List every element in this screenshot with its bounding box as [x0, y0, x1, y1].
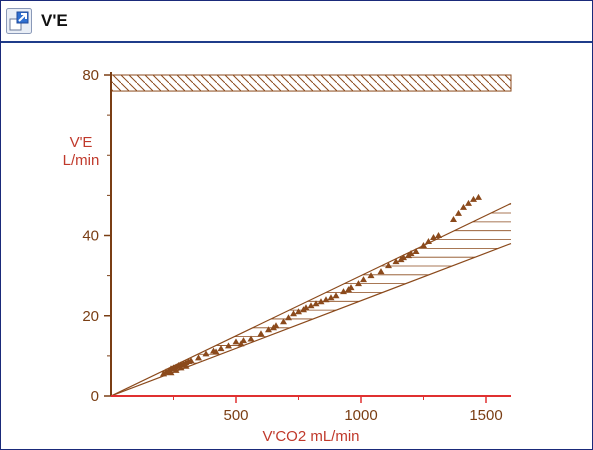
data-point: [302, 304, 310, 311]
data-point: [470, 195, 477, 202]
data-point: [232, 338, 240, 345]
data-point: [435, 232, 442, 238]
y-tick-label: 0: [91, 388, 99, 405]
data-point: [377, 268, 385, 275]
data-point: [187, 357, 195, 364]
data-point: [172, 366, 180, 373]
x-axis-label: V'CO2 mL/min: [262, 428, 359, 445]
data-point: [360, 276, 367, 283]
data-point: [225, 342, 232, 349]
ve-vco2-chart: 0 20 40 80 500 1000 1500 V'EL/min V'CO2 mL/min: [63, 67, 512, 445]
data-point: [312, 300, 320, 307]
expand-icon[interactable]: [6, 8, 32, 34]
data-point: [340, 288, 347, 295]
y-axis-label-line2: L/min: [63, 152, 100, 169]
data-point: [177, 364, 185, 371]
data-point: [285, 314, 292, 321]
data-point: [280, 318, 287, 325]
data-point: [290, 310, 297, 317]
x-tick-label: 500: [223, 407, 248, 424]
data-point: [237, 340, 245, 347]
data-point: [295, 308, 302, 315]
data-point: [355, 280, 362, 287]
data-point: [450, 215, 457, 222]
x-tick-label: 1500: [469, 407, 502, 424]
y-axis-label-line1: V'E: [70, 134, 93, 151]
data-point: [455, 209, 462, 216]
data-point: [412, 248, 420, 255]
window-titlebar: V'E: [1, 1, 592, 43]
data-point: [317, 298, 325, 305]
data-point: [430, 234, 437, 241]
data-point: [195, 354, 202, 361]
data-point: [217, 345, 225, 352]
data-point: [465, 199, 472, 206]
data-point: [212, 348, 220, 355]
data-point: [405, 252, 412, 259]
data-point: [425, 238, 432, 245]
data-point: [270, 324, 277, 331]
data-point: [420, 242, 427, 249]
data-point: [367, 272, 375, 279]
data-point: [332, 292, 340, 299]
data-point: [247, 335, 255, 342]
data-point: [257, 330, 265, 337]
data-point: [202, 350, 210, 357]
upper-limit-band: [110, 74, 512, 92]
data-point: [475, 193, 482, 200]
data-point: [392, 258, 400, 265]
y-tick-label: 40: [82, 228, 99, 245]
data-point: [322, 296, 330, 303]
data-point: [397, 256, 405, 263]
x-tick-label: 1000: [344, 407, 377, 424]
data-point: [307, 302, 315, 309]
data-point: [327, 294, 335, 301]
window-title: V'E: [41, 11, 68, 30]
data-point: [167, 369, 175, 376]
data-point: [460, 203, 467, 210]
y-tick-label: 20: [82, 308, 99, 325]
data-point: [385, 262, 392, 269]
y-tick-label: 80: [82, 67, 99, 84]
data-point: [182, 362, 190, 369]
data-point: [345, 286, 352, 293]
data-point: [265, 326, 272, 333]
